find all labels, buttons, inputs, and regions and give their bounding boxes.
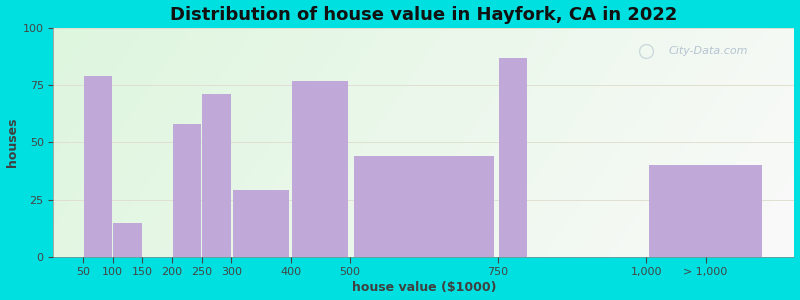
Bar [233, 190, 289, 257]
Bar [114, 223, 142, 257]
Text: City-Data.com: City-Data.com [669, 46, 748, 56]
Bar [354, 156, 494, 257]
Bar [292, 81, 348, 257]
Bar [202, 94, 230, 257]
Bar [650, 165, 762, 257]
Bar [498, 58, 527, 257]
Bar [173, 124, 201, 257]
Bar [84, 76, 112, 257]
Title: Distribution of house value in Hayfork, CA in 2022: Distribution of house value in Hayfork, … [170, 6, 678, 24]
X-axis label: house value ($1000): house value ($1000) [352, 281, 496, 294]
Y-axis label: houses: houses [6, 118, 18, 167]
